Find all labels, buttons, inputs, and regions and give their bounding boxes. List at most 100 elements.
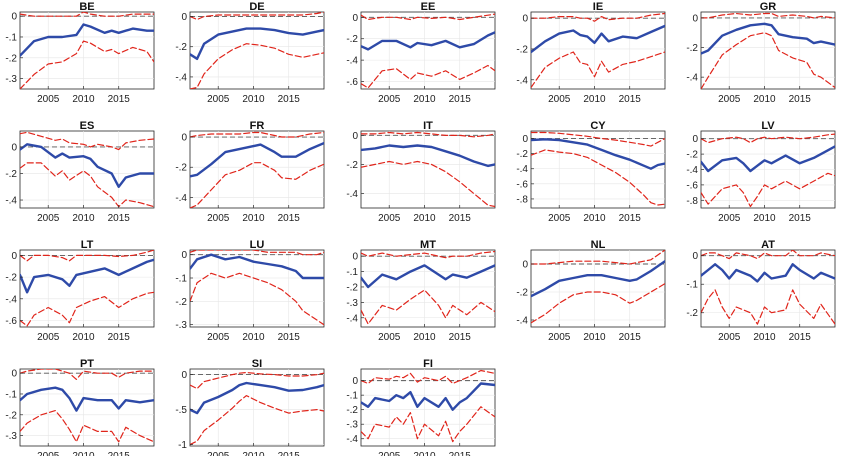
series-group [361,369,495,443]
subplot-title: DE [249,1,264,13]
y-tick-label: -.3 [346,298,358,309]
subplot-lv: 2005 2010 2015 0 -.2 -.4 -.6 -.8 LV [686,120,836,224]
y-tick-label: -.2 [686,43,698,54]
x-tick-label: 2005 [37,213,60,224]
y-tick-label: -.6 [5,316,17,327]
series-line-upper [190,12,324,21]
y-tick-label: -.4 [346,56,358,67]
series-line-estimate [20,143,154,189]
x-tick-label: 2005 [548,332,571,343]
subplot-title: FI [423,358,433,370]
series-line-upper [190,371,324,390]
x-tick-label: 2015 [449,332,472,343]
x-tick-label: 2010 [583,332,606,343]
series-line-estimate [531,24,665,54]
series-line-upper [361,250,495,259]
y-tick-label: -.4 [686,73,698,84]
series-line-upper [20,369,154,380]
series-group [20,12,154,89]
subplot-title: GR [760,1,777,13]
y-tick-label: -.1 [5,389,17,400]
x-tick-label: 2005 [207,94,230,105]
series-line-estimate [361,144,495,168]
x-tick-label: 2015 [278,451,301,456]
y-tick-label: -.1 [5,32,17,43]
series-group [361,131,495,208]
subplot-ie: 2005 2010 2015 0 -.2 -.4 IE [516,1,666,105]
y-tick-label: 0 [181,12,187,23]
subplot-nl: 2005 2010 2015 0 -.2 -.4 NL [516,239,666,343]
series-line-estimate [190,381,324,415]
subplot-title: FR [250,120,265,132]
subplot-title: SI [252,358,262,370]
series-line-estimate [361,31,495,51]
y-tick-label: -.2 [5,410,17,421]
y-tick-label: 0 [522,134,528,145]
y-tick-label: 0 [352,131,358,142]
series-group [701,12,835,89]
y-tick-label: 0 [522,260,528,271]
x-tick-label: 2015 [278,94,301,105]
x-tick-label: 2010 [753,332,776,343]
series-line-upper [20,131,154,151]
series-line-upper [361,369,495,385]
y-tick-label: 0 [692,134,698,145]
x-tick-label: 2010 [242,94,265,105]
subplot-be: 2005 2010 2015 0 -.1 -.2 -.3 BE [5,1,155,105]
series-line-lower [361,289,495,325]
y-tick-label: -.3 [175,320,187,331]
axes-frame [360,249,496,328]
y-tick-label: -.4 [175,72,187,83]
y-tick-label: -.2 [516,288,528,299]
subplot-si: 2005 2010 2015 0 -.5 -1 SI [175,358,325,456]
y-tick-label: -.5 [175,405,187,416]
series-group [361,13,495,89]
y-tick-label: -.4 [346,189,358,200]
x-tick-label: 2010 [72,332,95,343]
series-line-upper [20,250,154,262]
x-tick-label: 2015 [108,213,131,224]
y-tick-label: -.6 [346,77,358,88]
x-tick-label: 2010 [242,213,265,224]
x-tick-label: 2015 [108,94,131,105]
subplot-lt: 2005 2010 2015 0 -.2 -.4 -.6 LT [5,239,155,343]
subplot-title: BE [79,1,94,13]
y-tick-label: -1 [178,440,187,451]
subplot-title: IT [423,120,433,132]
series-line-lower [531,283,665,324]
series-line-lower [20,40,154,89]
y-tick-label: -.2 [516,44,528,55]
x-tick-label: 2010 [413,332,436,343]
y-tick-label: 0 [522,14,528,25]
x-tick-label: 2015 [619,213,642,224]
series-line-estimate [701,22,835,55]
series-line-estimate [531,138,665,170]
series-line-lower [20,291,154,327]
y-tick-label: -.4 [686,165,698,176]
y-tick-label: -.4 [346,313,358,324]
subplot-title: CY [590,120,606,132]
series-line-estimate [190,27,324,60]
y-tick-label: -.2 [175,163,187,174]
x-tick-label: 2015 [108,451,131,456]
y-tick-label: 0 [181,133,187,144]
x-tick-label: 2015 [619,94,642,105]
subplot-title: NL [591,239,606,251]
y-tick-label: 0 [352,376,358,387]
x-tick-label: 2005 [548,94,571,105]
subplot-title: LV [761,120,775,132]
series-line-upper [190,131,324,138]
x-tick-label: 2010 [242,332,265,343]
y-tick-label: -.1 [175,274,187,285]
subplot-title: LT [81,239,94,251]
axes-frame [189,11,325,90]
subplot-ee: 2005 2010 2015 0 -.2 -.4 -.6 EE [346,1,496,105]
series-group [20,369,154,443]
y-tick-label: -.1 [686,280,698,291]
series-line-estimate [190,253,324,280]
subplot-title: IE [593,1,603,13]
series-line-estimate [361,382,495,411]
y-tick-label: -.6 [516,179,528,190]
y-tick-label: 0 [11,369,17,380]
x-tick-label: 2010 [72,451,95,456]
